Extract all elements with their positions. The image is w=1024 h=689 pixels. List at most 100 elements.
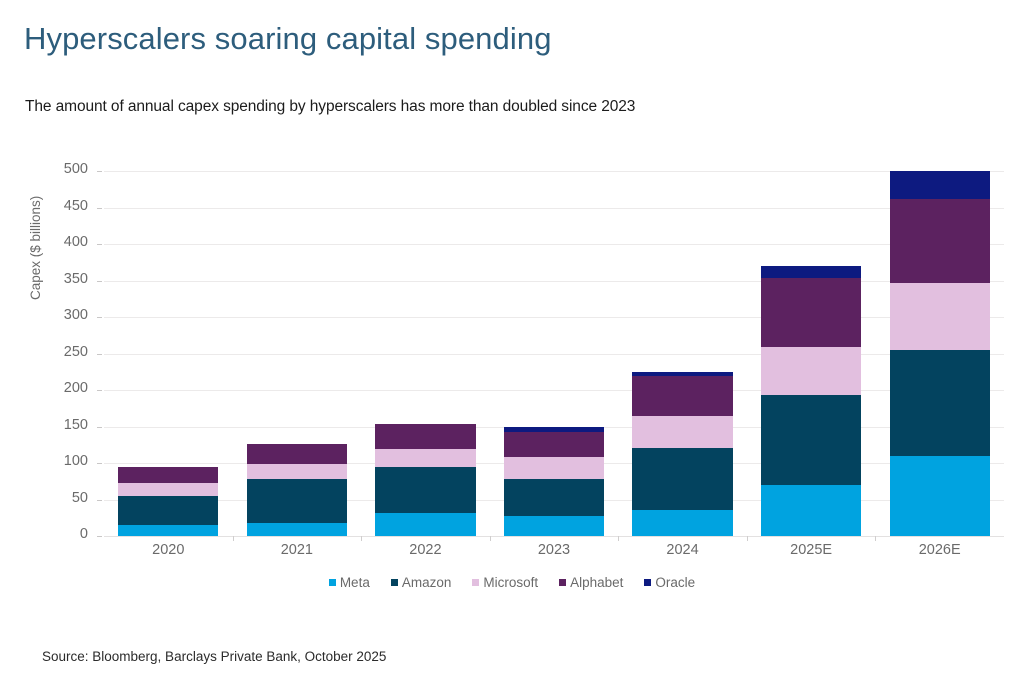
y-axis-tick-label: 100 [63,453,88,469]
legend-label: Microsoft [483,575,539,590]
bar-segment-amazon[interactable] [632,448,733,511]
bar-segment-amazon[interactable] [889,349,990,456]
x-axis-tick-mark [232,536,234,541]
bar-segment-oracle[interactable] [889,171,990,199]
bar-segment-amazon[interactable] [503,479,605,517]
bar-group[interactable] [632,171,733,536]
bar-segment-oracle[interactable] [632,371,733,377]
x-axis-tick-mark [489,536,491,541]
bar-segment-microsoft[interactable] [118,482,219,496]
y-axis-tick-mark [97,244,102,245]
legend-swatch-icon [472,579,480,586]
legend-label: Alphabet [570,575,624,590]
y-axis-tick-label: 250 [63,343,88,360]
x-axis-tick-mark [618,536,620,541]
bar-segment-oracle[interactable] [503,427,605,433]
stacked-bar[interactable] [375,423,476,536]
gridline [104,244,1004,245]
source-note: Source: Bloomberg, Barclays Private Bank… [42,649,387,664]
bar-group[interactable] [503,171,605,536]
gridline [104,353,1004,355]
bar-segment-meta[interactable] [246,522,347,536]
chart-bars-layer [104,171,1004,536]
stacked-bar[interactable] [246,444,347,536]
bar-segment-meta[interactable] [761,484,862,536]
bar-segment-alphabet[interactable] [889,198,990,283]
bar-segment-alphabet[interactable] [375,423,476,450]
y-axis-tick-label: 300 [63,307,88,323]
gridline [104,280,1004,282]
y-axis-tick-mark [97,390,102,391]
bar-group[interactable] [118,171,219,536]
bar-segment-oracle[interactable] [761,265,862,279]
x-axis-tick-label: 2023 [537,542,571,558]
x-axis-tick-label: 2025E [790,542,833,558]
x-axis-tick-mark [361,536,363,541]
legend-item-oracle[interactable]: Oracle [644,575,695,590]
bar-segment-alphabet[interactable] [118,466,219,483]
x-axis-tick-label: 2021 [280,542,313,558]
bar-group[interactable] [761,171,862,536]
bar-segment-amazon[interactable] [761,395,862,485]
bar-segment-alphabet[interactable] [632,376,733,416]
bar-segment-microsoft[interactable] [375,449,476,468]
legend-label: Amazon [401,575,452,590]
x-axis-tick-label: 2020 [152,542,185,558]
bar-segment-meta[interactable] [632,510,733,536]
bar-segment-alphabet[interactable] [761,278,862,347]
y-axis-tick-label: 500 [63,161,88,177]
legend-swatch-icon [390,579,398,586]
legend-item-microsoft[interactable]: Microsoft [472,575,538,590]
legend-swatch-icon [328,579,336,586]
y-axis-tick-label: 450 [63,197,88,214]
bar-segment-microsoft[interactable] [503,457,605,480]
y-axis-tick-mark [97,499,102,501]
gridline [104,390,1004,391]
bar-segment-amazon[interactable] [118,495,219,526]
x-axis-tick-mark [875,536,877,541]
bar-segment-alphabet[interactable] [503,432,605,458]
chart-container: Capex ($ billions) 2020 2021 2022 2023 2024 2… [0,150,1024,590]
bar-segment-alphabet[interactable] [246,444,347,464]
y-axis-tick-label: 150 [63,416,88,433]
bar-segment-amazon[interactable] [375,467,476,514]
y-axis-tick-mark [97,353,102,355]
bar-segment-meta[interactable] [375,513,476,536]
bar-segment-meta[interactable] [503,516,605,536]
legend-item-amazon[interactable]: Amazon [390,575,452,590]
legend-item-meta[interactable]: Meta [328,575,370,590]
stacked-bar[interactable] [118,466,219,536]
y-axis-tick-mark [97,317,102,318]
bar-group[interactable] [375,171,476,536]
stacked-bar[interactable] [761,265,862,536]
legend-label: Oracle [655,575,696,590]
page-title: Hyperscalers soaring capital spending [24,21,552,56]
bar-segment-microsoft[interactable] [246,463,347,480]
gridline [104,426,1004,428]
legend-swatch-icon [559,579,567,586]
gridline [104,207,1004,209]
chart-legend: Meta Amazon Microsoft Alphabet Oracle [0,575,1024,590]
bar-segment-meta[interactable] [118,525,219,536]
legend-item-alphabet[interactable]: Alphabet [559,575,623,590]
bar-group[interactable] [889,171,990,536]
y-axis-tick-mark [97,171,102,172]
y-axis-tick-label: 50 [71,489,88,506]
gridline [104,317,1004,318]
stacked-bar[interactable] [889,171,990,536]
x-axis-tick-mark [746,536,748,541]
bar-segment-microsoft[interactable] [632,415,733,449]
y-axis-tick-mark [97,463,102,464]
y-axis-tick-mark [97,536,102,537]
bar-group[interactable] [246,171,347,536]
bar-segment-meta[interactable] [889,455,990,536]
bar-segment-microsoft[interactable] [761,346,862,396]
x-axis-line [104,536,1004,537]
y-axis-tick-mark [97,426,102,428]
bar-segment-amazon[interactable] [246,479,347,523]
stacked-bar[interactable] [503,427,605,536]
page-subtitle: The amount of annual capex spending by h… [25,98,636,115]
bar-segment-microsoft[interactable] [889,282,990,350]
stacked-bar[interactable] [632,371,733,536]
